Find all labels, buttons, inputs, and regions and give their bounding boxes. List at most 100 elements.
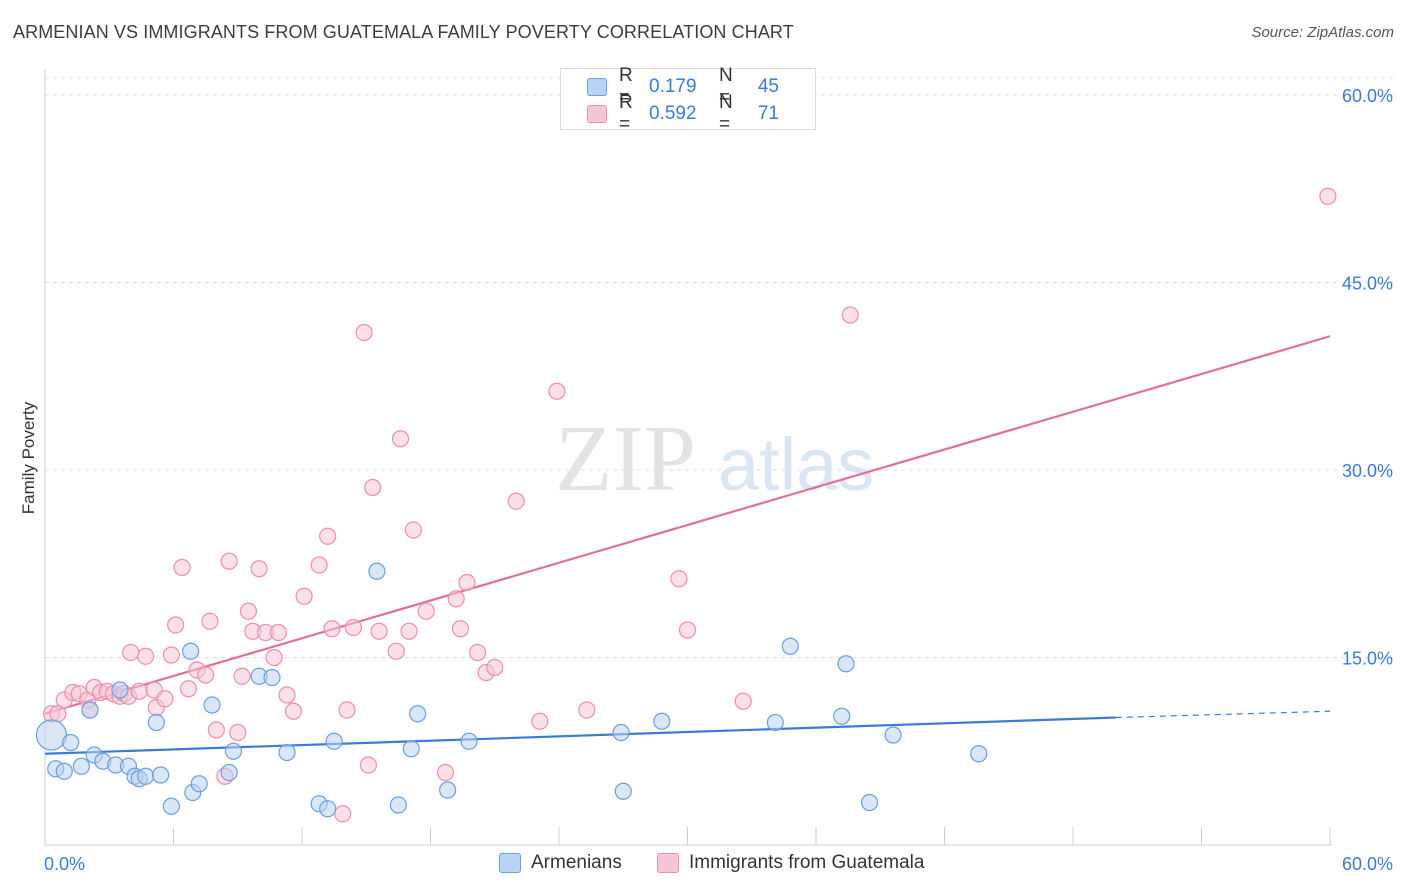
point-guatemala xyxy=(239,602,258,620)
legend-row-armenians: R = 0.179 N = 45 xyxy=(587,65,779,108)
point-guatemala xyxy=(179,680,198,698)
legend-n-value: 45 xyxy=(757,76,779,97)
watermark: ZIP atlas xyxy=(555,407,874,511)
point-armenians xyxy=(203,696,221,714)
point-guatemala xyxy=(548,382,566,400)
points-layer xyxy=(35,187,1337,823)
point-armenians xyxy=(766,713,784,732)
point-armenians xyxy=(653,712,671,730)
legend-n-label: N = xyxy=(719,92,733,135)
point-armenians xyxy=(325,732,343,750)
point-armenians xyxy=(182,642,200,660)
bottom-swatch-pink xyxy=(657,853,679,873)
chart-title: ARMENIAN VS IMMIGRANTS FROM GUATEMALA FA… xyxy=(13,22,794,42)
point-armenians xyxy=(220,763,238,782)
point-armenians xyxy=(612,723,630,742)
point-guatemala xyxy=(458,573,476,592)
point-guatemala xyxy=(197,666,215,684)
point-armenians xyxy=(81,701,99,719)
point-armenians xyxy=(884,726,902,744)
legend-swatch-blue xyxy=(587,78,607,96)
point-guatemala xyxy=(310,556,328,574)
point-guatemala xyxy=(359,756,377,774)
point-guatemala xyxy=(295,587,313,605)
point-armenians xyxy=(224,742,243,760)
stats-legend: R = 0.179 N = 45 R = 0.592 N = 71 xyxy=(560,65,816,135)
point-guatemala xyxy=(173,558,191,577)
point-guatemala xyxy=(130,682,148,700)
point-armenians xyxy=(319,800,337,818)
point-guatemala xyxy=(207,721,225,739)
legend-swatch-pink xyxy=(587,105,607,123)
point-guatemala xyxy=(201,612,219,630)
y-tick-label: 15.0% xyxy=(1342,649,1393,669)
bottom-legend-guatemala: Immigrants from Guatemala xyxy=(657,852,924,874)
point-guatemala xyxy=(265,648,283,667)
point-armenians xyxy=(614,782,632,800)
point-guatemala xyxy=(678,621,697,639)
point-guatemala xyxy=(319,527,337,545)
trendline-extension-armenians xyxy=(1115,710,1331,719)
point-armenians xyxy=(111,681,129,699)
y-tick-label: 60.0% xyxy=(1342,86,1393,106)
legend-n-value: 71 xyxy=(757,103,779,124)
point-guatemala xyxy=(451,620,470,638)
point-guatemala xyxy=(355,323,373,342)
point-guatemala xyxy=(507,492,525,510)
trendline-armenians xyxy=(44,716,1116,755)
point-armenians xyxy=(162,797,180,815)
point-armenians xyxy=(278,743,296,762)
point-guatemala xyxy=(334,805,352,823)
point-guatemala xyxy=(578,701,596,719)
legend-r-label: R = xyxy=(619,65,633,108)
point-guatemala xyxy=(338,701,356,719)
point-guatemala xyxy=(156,690,174,708)
point-guatemala xyxy=(220,552,238,570)
point-guatemala xyxy=(436,763,455,782)
bottom-legend-label: Armenians xyxy=(531,852,622,873)
point-armenians xyxy=(62,733,80,752)
point-guatemala xyxy=(447,590,465,608)
point-armenians xyxy=(833,707,851,725)
point-guatemala xyxy=(233,667,251,685)
point-guatemala xyxy=(486,658,504,677)
point-armenians xyxy=(263,668,281,687)
y-tick-label: 45.0% xyxy=(1342,274,1393,294)
point-armenians xyxy=(147,713,165,732)
point-armenians xyxy=(837,655,855,673)
point-guatemala xyxy=(137,647,155,665)
point-armenians xyxy=(860,793,879,812)
trendline-guatemala xyxy=(44,335,1331,715)
point-guatemala xyxy=(841,306,859,324)
point-guatemala xyxy=(167,616,185,634)
point-guatemala xyxy=(250,560,268,578)
point-guatemala xyxy=(344,618,362,637)
point-guatemala xyxy=(734,692,752,710)
point-guatemala xyxy=(404,521,422,539)
point-guatemala xyxy=(370,622,388,640)
legend-r-value: 0.179 xyxy=(649,76,697,97)
point-guatemala xyxy=(469,643,487,662)
point-guatemala xyxy=(364,478,382,497)
point-guatemala xyxy=(670,570,688,588)
legend-r-label: R = xyxy=(619,92,633,135)
point-guatemala xyxy=(122,643,140,662)
x-tick-label-left: 0.0% xyxy=(44,854,85,874)
point-armenians xyxy=(72,757,91,775)
x-tick-label-right: 60.0% xyxy=(1342,854,1393,874)
point-armenians xyxy=(55,762,73,780)
bottom-legend-label: Immigrants from Guatemala xyxy=(689,852,925,873)
point-armenians xyxy=(368,562,386,580)
y-axis-title: Family Poverty xyxy=(19,401,38,514)
bottom-swatch-blue xyxy=(499,853,521,873)
point-armenians xyxy=(439,781,457,799)
point-armenians xyxy=(970,745,988,763)
point-armenians xyxy=(409,705,427,723)
point-guatemala xyxy=(391,430,410,448)
point-guatemala xyxy=(229,723,247,742)
point-guatemala xyxy=(400,622,418,640)
watermark-zip: ZIP xyxy=(555,407,696,511)
labels-layer: 15.0% 30.0% 45.0% 60.0% 0.0% 60.0% Family Pove… xyxy=(19,86,1393,874)
grid-layer xyxy=(45,77,1394,658)
point-guatemala xyxy=(162,646,180,664)
